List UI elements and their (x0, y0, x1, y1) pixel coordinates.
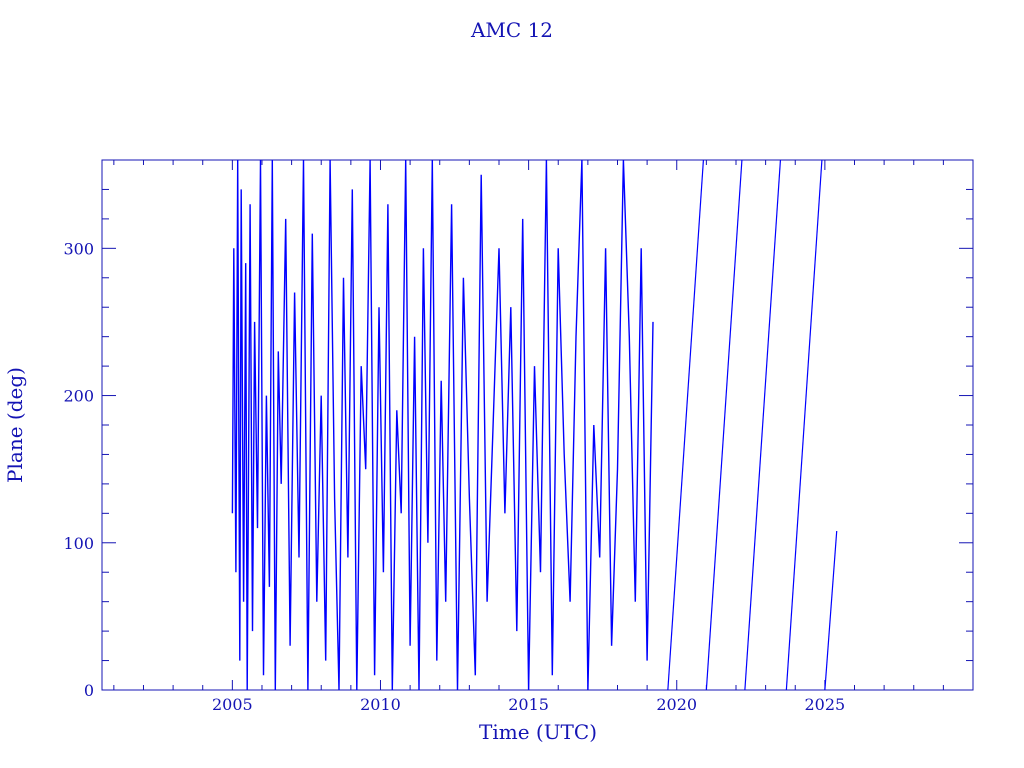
series-segment (744, 159, 782, 691)
x-tick-label: 2020 (656, 695, 697, 714)
axis-tick-labels: 2005 2010 2015 2020 2025 0 100 200 300 (63, 239, 845, 714)
series-line (231, 159, 654, 691)
chart-title: AMC 12 (470, 18, 553, 42)
series-segment (667, 159, 705, 691)
y-tick-label: 300 (63, 239, 94, 258)
axis-ticks (102, 159, 973, 691)
series-segment (705, 159, 743, 691)
series-segment (785, 159, 823, 691)
x-axis-label: Time (UTC) (479, 720, 597, 744)
y-tick-label: 0 (84, 681, 94, 700)
y-axis-label: Plane (deg) (3, 367, 27, 483)
x-tick-label: 2015 (508, 695, 549, 714)
series-layer (231, 159, 838, 691)
y-tick-label: 200 (63, 387, 94, 406)
x-tick-label: 2025 (805, 695, 846, 714)
x-tick-label: 2005 (212, 695, 253, 714)
series-segment (824, 530, 838, 691)
y-tick-label: 100 (63, 534, 94, 553)
x-tick-label: 2010 (360, 695, 401, 714)
